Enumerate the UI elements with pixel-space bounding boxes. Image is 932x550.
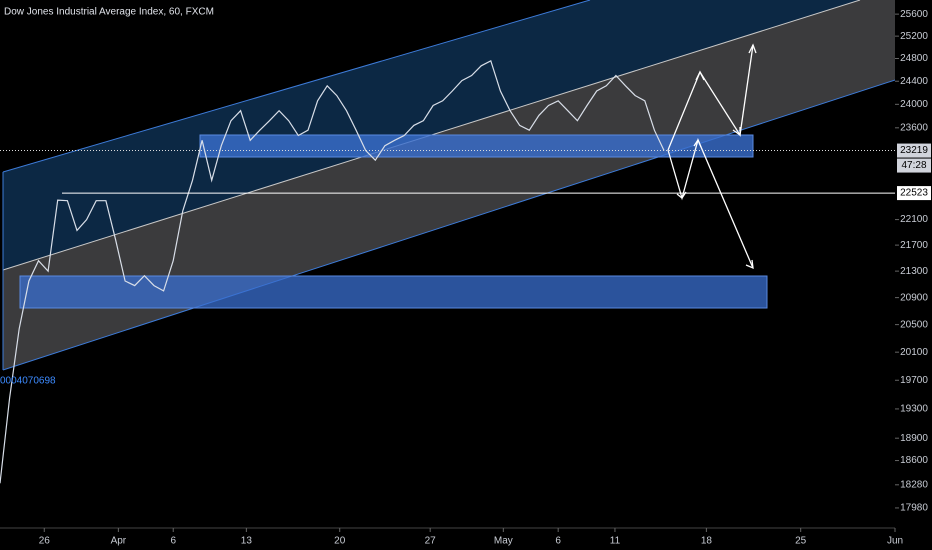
arrowhead (693, 138, 702, 148)
channel-bottom-line (2, 67, 932, 371)
arrow-path-down (667, 138, 754, 269)
y-tick-label: 24000 (900, 99, 928, 110)
y-tick-label: 21300 (900, 266, 928, 277)
projection-arrows (667, 43, 757, 270)
x-tick-label: 20 (334, 536, 346, 547)
arrowhead (745, 259, 754, 270)
level-label: 22523 (900, 188, 928, 199)
y-tick-label: 22100 (900, 214, 928, 225)
y-tick-label: 18280 (900, 479, 928, 490)
arrow-path-up (667, 44, 754, 151)
last-price-box (897, 143, 931, 158)
x-tick-label: 13 (241, 536, 253, 547)
arrowhead (676, 191, 687, 199)
annotation: 0004070698 (0, 376, 56, 387)
y-tick-label: 25600 (900, 9, 928, 20)
x-tick-label: 26 (39, 536, 51, 547)
y-tick-label: 24800 (900, 53, 928, 64)
y-tick-label: 20900 (900, 292, 928, 303)
arrowhead (748, 43, 757, 54)
chart-title: Dow Jones Industrial Average Index, 60, … (4, 7, 214, 18)
level-box (897, 186, 931, 201)
y-tick-label: 24400 (900, 76, 928, 87)
x-tick-label: 11 (610, 536, 621, 547)
price-line (0, 59, 665, 484)
x-tick-label: Jun (887, 536, 903, 547)
x-tick-label: 6 (555, 536, 561, 547)
x-tick-label: 27 (425, 536, 437, 547)
y-tick-label: 20100 (900, 347, 928, 358)
y-tick-label: 19700 (900, 375, 928, 386)
y-tick-label: 19300 (900, 404, 928, 415)
x-tick-label: 6 (170, 536, 176, 547)
x-tick-label: 18 (701, 536, 713, 547)
arrowhead (732, 127, 741, 137)
countdown-label: 47:28 (901, 160, 926, 171)
resistance-zone (199, 134, 754, 158)
price-axis-bg (895, 0, 932, 550)
countdown-box (897, 158, 931, 173)
x-tick-label: May (494, 536, 513, 547)
y-tick-label: 18600 (900, 455, 928, 466)
y-tick-label: 17980 (900, 503, 928, 514)
last-price-label: 23219 (900, 145, 928, 156)
x-tick-label: Apr (111, 536, 127, 547)
y-tick-label: 20500 (900, 319, 928, 330)
y-tick-label: 25200 (900, 31, 928, 42)
arrowhead (695, 70, 705, 81)
channel-top-line (2, 0, 591, 173)
y-tick-label: 23600 (900, 122, 928, 133)
y-tick-label: 21700 (900, 240, 928, 251)
x-tick-label: 25 (795, 536, 807, 547)
y-tick-label: 18900 (900, 433, 928, 444)
support-zone (19, 275, 768, 309)
